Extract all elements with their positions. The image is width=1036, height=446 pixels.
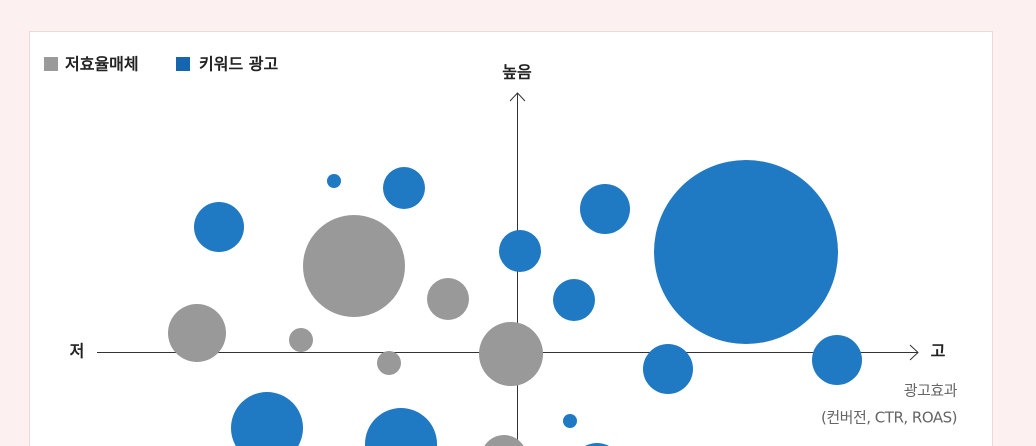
bubble [377, 351, 401, 375]
legend-swatch [176, 57, 190, 71]
bubble [563, 414, 577, 428]
bubble [580, 184, 630, 234]
bubble [327, 174, 341, 188]
bubble [553, 279, 595, 321]
bubble [479, 322, 543, 386]
bubble [289, 328, 313, 352]
bubble [585, 443, 609, 446]
legend-swatch [44, 57, 58, 71]
legend: 저효율매체 키워드 광고 [44, 55, 278, 74]
x-axis-subtitle: (컨버전, CTR, ROAS) [821, 409, 957, 427]
bubble [643, 344, 693, 394]
bubble [168, 304, 226, 362]
bubble [303, 215, 405, 317]
y-axis-label: 높음 [502, 63, 532, 82]
bubble [654, 160, 838, 344]
bubble [499, 230, 541, 272]
x-axis-title: 광고효과 [904, 382, 958, 400]
x-arrow [909, 344, 919, 361]
bubble [194, 202, 244, 252]
bubble [231, 392, 303, 446]
legend-label: 저효율매체 [65, 55, 139, 74]
bubble [427, 278, 469, 320]
y-arrow [509, 92, 526, 102]
bubble [365, 408, 437, 446]
x-low-label: 저 [70, 342, 85, 361]
legend-label: 키워드 광고 [199, 55, 278, 74]
bubble [484, 435, 524, 446]
bubble [383, 167, 425, 209]
bubbles [168, 160, 862, 446]
x-high-label: 고 [931, 342, 946, 361]
bubble [812, 335, 862, 385]
